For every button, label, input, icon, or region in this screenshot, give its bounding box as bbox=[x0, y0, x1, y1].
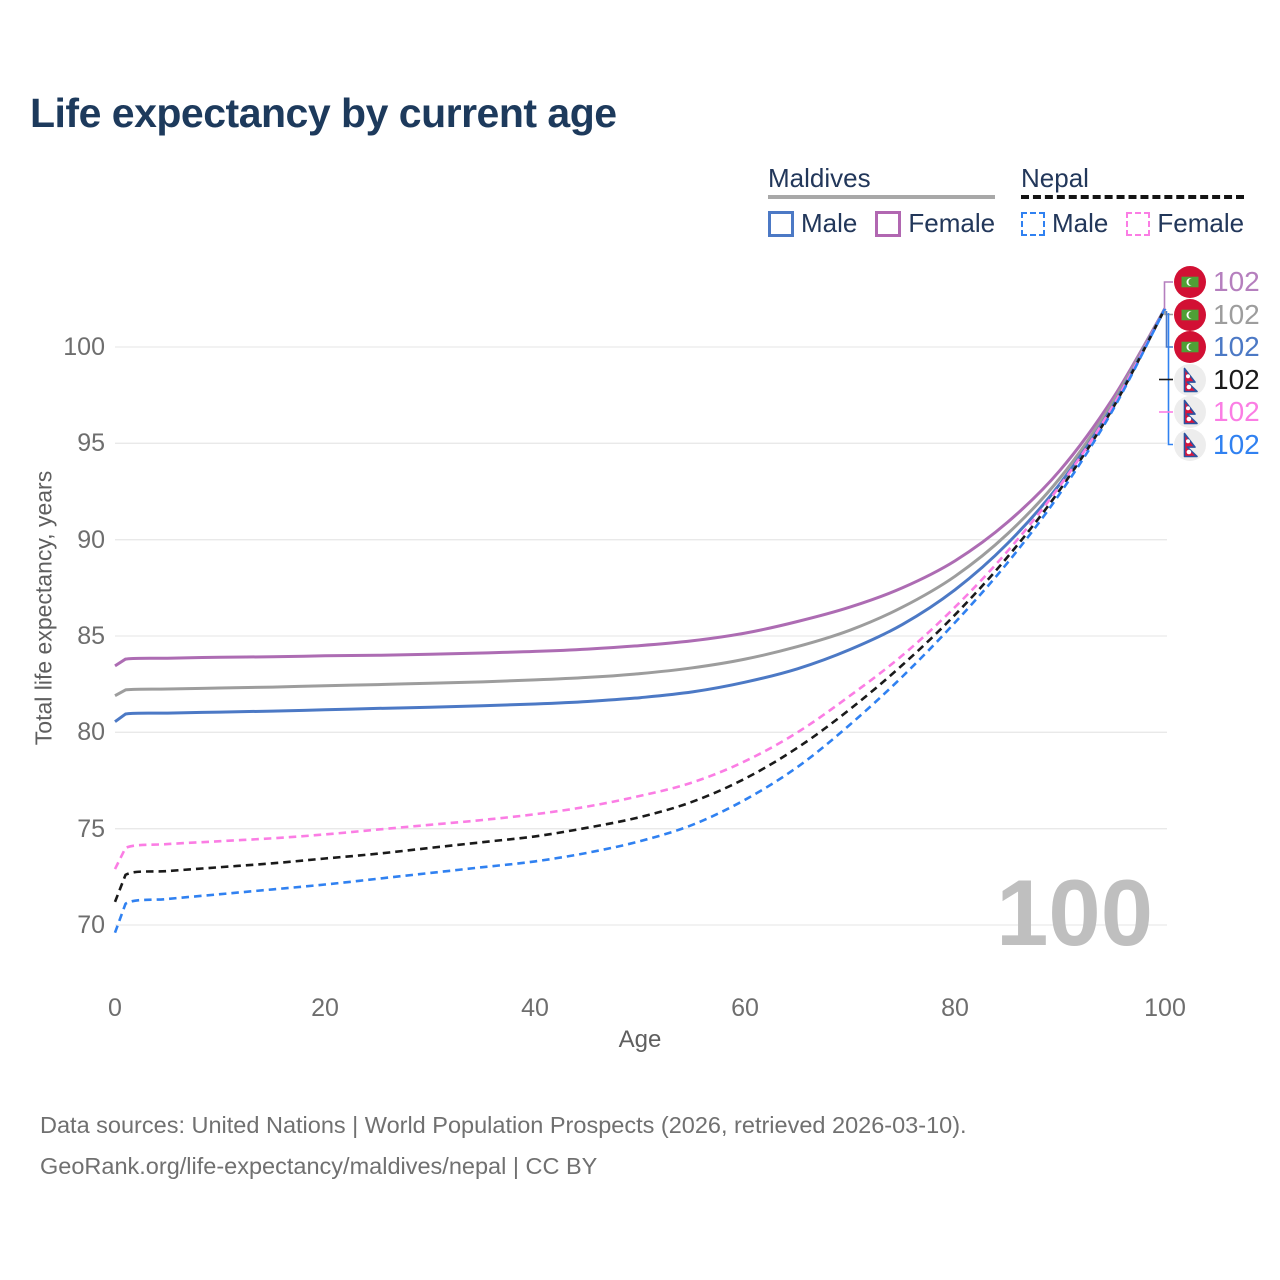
legend-country-nepal[interactable]: Nepal bbox=[1021, 163, 1245, 199]
x-tick-label: 60 bbox=[731, 994, 759, 1022]
end-label-maldives: 102 bbox=[1174, 298, 1260, 331]
x-tick-label: 80 bbox=[941, 994, 969, 1022]
footer-data-sources: Data sources: United Nations | World Pop… bbox=[40, 1112, 967, 1138]
gridlines bbox=[115, 346, 1167, 926]
legend-group-maldives: Maldives Male Female bbox=[768, 163, 996, 239]
y-tick-label: 70 bbox=[77, 911, 105, 939]
maldives-flag-icon bbox=[1174, 266, 1206, 298]
legend-swatch-icon bbox=[1021, 211, 1045, 236]
legend-item-label: Male bbox=[801, 208, 858, 238]
y-tick-label: 80 bbox=[77, 718, 105, 747]
nepal-flag-icon bbox=[1174, 428, 1206, 461]
legend-country-label: Maldives bbox=[768, 163, 871, 193]
series-line-nepal[interactable] bbox=[113, 307, 1167, 903]
end-label-value: 102 bbox=[1213, 363, 1260, 395]
end-label-value: 102 bbox=[1213, 396, 1260, 427]
legend-swatch-icon bbox=[875, 210, 902, 237]
leader-line bbox=[1167, 313, 1173, 446]
x-tick-label: 100 bbox=[1144, 994, 1186, 1022]
series-lines bbox=[113, 307, 1167, 934]
footer-attribution: GeoRank.org/life-expectancy/maldives/nep… bbox=[40, 1153, 598, 1179]
nepal-flag-icon bbox=[1174, 363, 1206, 396]
maldives-flag-icon bbox=[1174, 298, 1206, 331]
leader-lines bbox=[1159, 281, 1173, 446]
end-label-maldives-male: 102 bbox=[1174, 331, 1260, 363]
series-line-maldives-male[interactable] bbox=[114, 307, 1167, 723]
end-label-value: 102 bbox=[1213, 331, 1260, 362]
x-tick-label: 40 bbox=[521, 994, 549, 1022]
end-label-value: 102 bbox=[1213, 428, 1260, 460]
legend-group-nepal: Nepal Male Female bbox=[1021, 163, 1245, 239]
legend-swatch-icon bbox=[1126, 211, 1151, 236]
nepal-flag-icon bbox=[1174, 396, 1206, 428]
x-tick-label: 20 bbox=[311, 994, 339, 1022]
end-label-value: 102 bbox=[1213, 266, 1260, 297]
y-tick-label: 85 bbox=[77, 622, 105, 650]
series-line-maldives[interactable] bbox=[114, 307, 1167, 698]
end-label-value: 102 bbox=[1213, 298, 1260, 330]
x-tick-label: 0 bbox=[108, 994, 122, 1022]
legend-item-label: Female bbox=[908, 208, 996, 238]
y-tick-label: 95 bbox=[77, 429, 105, 458]
legend-underline-dashed-line-icon bbox=[1021, 195, 1245, 199]
footer: Data sources: United Nations | World Pop… bbox=[40, 1105, 967, 1187]
hovered-age-watermark: 100 bbox=[996, 860, 1153, 965]
end-label-nepal: 102 bbox=[1174, 363, 1260, 396]
legend-item-maldives-male[interactable]: Male bbox=[768, 208, 857, 239]
legend-item-label: Male bbox=[1052, 208, 1109, 238]
series-line-nepal-female[interactable] bbox=[113, 307, 1167, 870]
chart-title: Life expectancy by current age bbox=[30, 90, 617, 136]
legend-item-nepal-female[interactable]: Female bbox=[1126, 208, 1244, 239]
legend-swatch-icon bbox=[768, 210, 794, 237]
x-axis-title: Age bbox=[618, 1026, 662, 1053]
maldives-flag-icon bbox=[1174, 331, 1206, 363]
y-axis-title: Total life expectancy, years bbox=[30, 470, 57, 746]
leader-line bbox=[1164, 311, 1173, 316]
end-label-nepal-female: 102 bbox=[1174, 396, 1260, 428]
legend-country-label: Nepal bbox=[1021, 163, 1089, 193]
end-label-nepal-male: 102 bbox=[1174, 428, 1260, 461]
legend-item-label: Female bbox=[1157, 208, 1245, 238]
series-line-nepal-male[interactable] bbox=[113, 307, 1167, 934]
legend-country-maldives[interactable]: Maldives bbox=[768, 163, 996, 199]
y-tick-label: 90 bbox=[77, 525, 105, 554]
series-line-maldives-female[interactable] bbox=[114, 307, 1167, 668]
y-tick-label: 75 bbox=[77, 814, 105, 843]
leader-line bbox=[1165, 311, 1173, 348]
legend-item-maldives-female[interactable]: Female bbox=[875, 208, 995, 239]
end-label-maldives-female: 102 bbox=[1174, 266, 1260, 298]
legend-item-nepal-male[interactable]: Male bbox=[1021, 208, 1108, 239]
y-tick-label: 100 bbox=[63, 333, 105, 361]
legend-underline-solid-line-icon bbox=[768, 195, 996, 199]
leader-line bbox=[1163, 281, 1173, 309]
